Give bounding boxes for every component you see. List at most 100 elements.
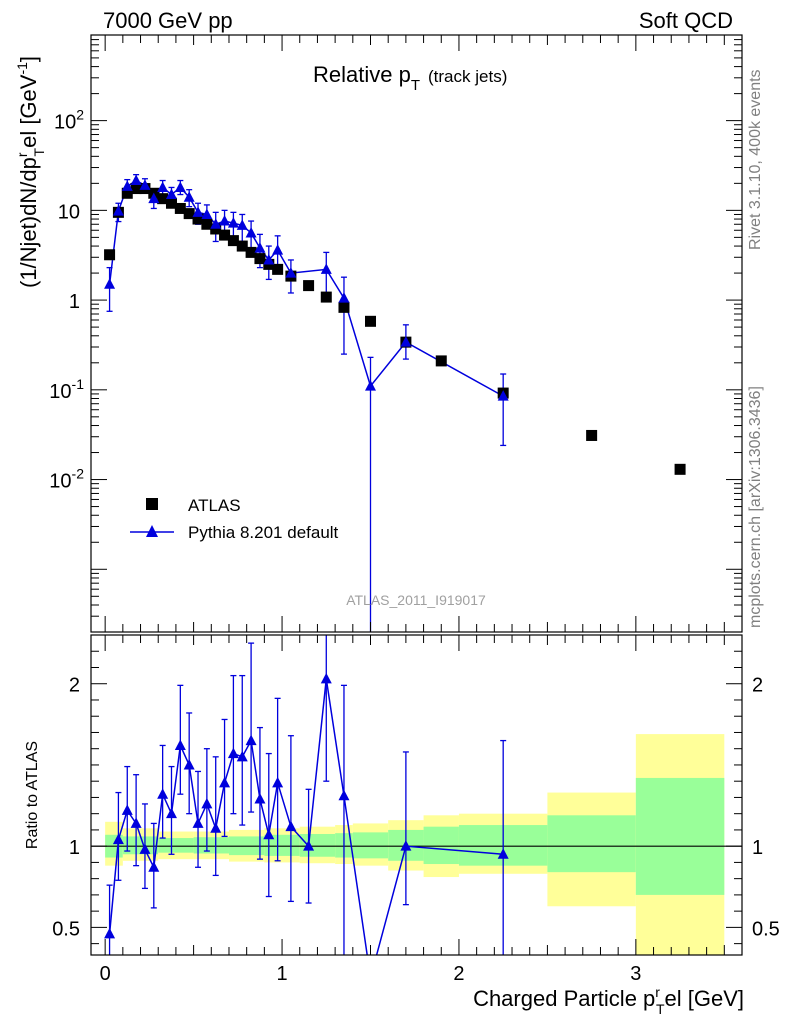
- x-tick-label: 0: [100, 963, 111, 985]
- data-markers-main: [104, 183, 686, 475]
- ratio-tick-labels: 0.5 0.5 1 1 2 2 0 1 2 3: [52, 675, 780, 985]
- mc-ratio-point: [174, 739, 186, 750]
- mc-data-point: [121, 180, 133, 191]
- mc-data-point: [130, 174, 142, 186]
- ratio-y-tick-label-right: 2: [752, 675, 763, 697]
- mc-data-point: [263, 253, 275, 265]
- mc-ratio-point: [192, 817, 204, 828]
- legend-atlas-marker: [146, 498, 158, 510]
- mc-ratio-point: [227, 747, 239, 759]
- mc-data-point: [112, 205, 124, 216]
- atlas-data-point: [130, 183, 142, 195]
- ratio-axes: [90, 634, 743, 956]
- atlas-data-point: [674, 463, 686, 475]
- ratio-y-tick-label: 2: [69, 675, 80, 697]
- atlas-data-point: [338, 301, 350, 313]
- ratio-band-inner: [547, 815, 636, 873]
- mc-data-point: [148, 192, 160, 204]
- legend-mc-marker: [146, 525, 158, 537]
- mc-markers-ratio: [104, 672, 509, 983]
- mc-ratio-point: [148, 861, 160, 872]
- mc-data-point: [338, 292, 350, 303]
- atlas-data-point: [157, 193, 169, 205]
- atlas-data-point: [201, 218, 213, 230]
- main-y-tick-label: 102: [54, 107, 84, 134]
- mc-ratio-point: [497, 848, 509, 859]
- mc-ratio-point: [201, 797, 213, 809]
- atlas-data-point: [303, 280, 315, 292]
- atlas-data-point: [121, 187, 133, 199]
- ratio-band-inner: [352, 832, 389, 859]
- mc-ratio-point: [320, 672, 332, 684]
- mc-ratio-point: [245, 734, 257, 746]
- mc-ratio-point: [112, 833, 124, 845]
- mc-data-point: [183, 191, 195, 202]
- atlas-data-point: [219, 229, 231, 241]
- mc-ratio-point: [285, 820, 297, 832]
- main-y-tick-label: 1: [69, 291, 80, 313]
- main-y-tick-label: 10-2: [49, 466, 84, 493]
- mc-ratio-point: [130, 817, 142, 828]
- ratio-band-inner: [122, 836, 159, 855]
- main-y-tick-label: 10-1: [49, 376, 84, 403]
- mc-ratio-point: [183, 758, 195, 770]
- mc-data-point: [320, 263, 332, 274]
- mc-ratio-point: [104, 927, 116, 939]
- atlas-data-point: [236, 240, 248, 252]
- mc-data-point: [272, 244, 284, 255]
- analysis-watermark: ATLAS_2011_I919017: [346, 592, 486, 608]
- process-label: Soft QCD: [639, 8, 733, 33]
- atlas-data-point: [435, 355, 447, 367]
- mc-ratio-point: [236, 750, 248, 762]
- mc-data-point: [254, 242, 266, 253]
- mc-ratio-point: [272, 776, 284, 788]
- mc-data-point: [236, 219, 248, 230]
- mc-data-point: [365, 380, 377, 391]
- mc-data-point: [174, 181, 186, 192]
- atlas-data-point: [245, 246, 257, 258]
- mc-errorbars-main: [106, 173, 507, 632]
- mc-data-point: [165, 188, 177, 200]
- ratio-band-inner: [299, 833, 336, 857]
- atlas-data-point: [174, 202, 186, 214]
- mc-data-point: [104, 278, 116, 289]
- x-tick-label: 1: [276, 963, 287, 985]
- mc-ratio-point: [365, 972, 376, 983]
- mc-data-point: [285, 267, 297, 278]
- source-label: mcplots.cern.ch [arXiv:1306.3436]: [747, 386, 764, 628]
- mc-ratio-point: [157, 788, 169, 799]
- atlas-data-point: [254, 253, 266, 265]
- mc-ratio-point: [210, 822, 222, 833]
- ratio-frame: [90, 634, 743, 956]
- atlas-data-point: [192, 213, 204, 225]
- ratio-band-inner: [158, 838, 194, 853]
- ratio-panel: 0.5 0.5 1 1 2 2 0 1 2 3 Ratio to ATLAS Charged Pa…: [24, 634, 780, 1017]
- mc-data-point: [400, 336, 412, 347]
- main-title: Relative pT (track jets): [313, 62, 507, 94]
- main-y-tick-label: 10: [58, 201, 80, 223]
- mc-data-point: [245, 226, 257, 238]
- ratio-y-tick-label: 1: [69, 837, 80, 859]
- mc-data-point: [139, 179, 151, 190]
- ratio-y-tick-label-right: 0.5: [752, 918, 780, 940]
- mc-ratio-point: [263, 828, 275, 840]
- mc-ratio-point: [254, 793, 266, 804]
- main-y-axis-label: (1/Njet)dN/dprTel [GeV-1]: [14, 56, 47, 288]
- legend-mc-label: Pythia 8.201 default: [188, 523, 339, 542]
- mc-ratio-point: [400, 840, 412, 851]
- mc-markers-main: [104, 174, 509, 401]
- mc-errorbars-ratio: [106, 635, 507, 955]
- main-tick-labels: 102 10 1 10-1 10-2: [49, 107, 84, 493]
- mc-ratio-point: [338, 789, 350, 801]
- mc-data-point: [210, 218, 222, 229]
- mc-data-point: [219, 215, 231, 226]
- mc-ratio-point: [219, 776, 231, 788]
- atlas-data-point: [586, 429, 598, 441]
- x-tick-label: 3: [630, 963, 641, 985]
- mc-data-point: [192, 206, 204, 217]
- x-axis-label: Charged Particle pr Tel [GeV]: [473, 984, 744, 1017]
- atlas-data-point: [165, 197, 177, 209]
- mc-ratio-point: [139, 843, 151, 854]
- energy-label: 7000 GeV pp: [103, 8, 233, 33]
